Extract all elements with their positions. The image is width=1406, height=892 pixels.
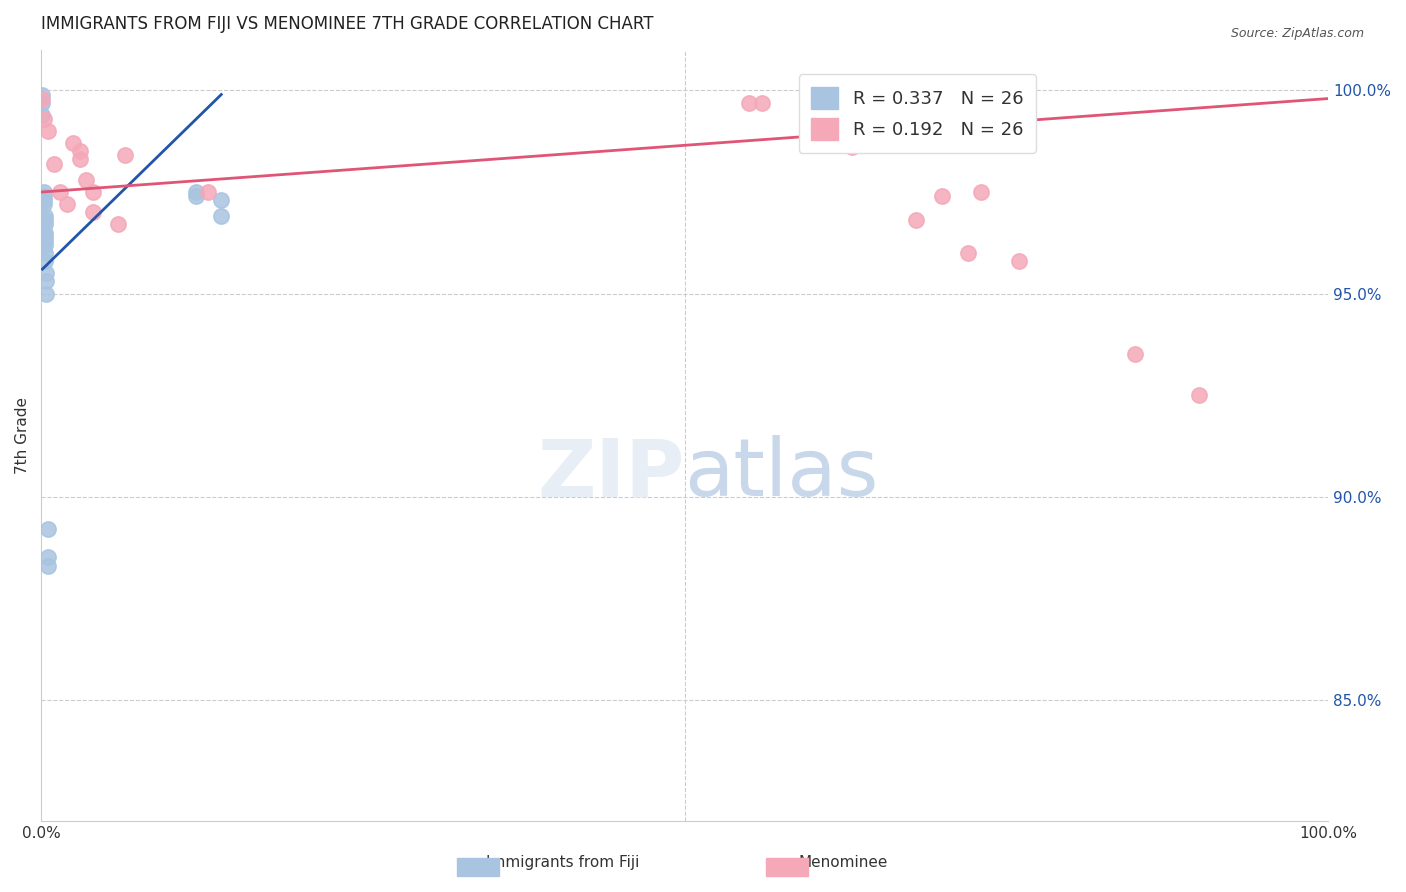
Point xyxy=(34,226,56,240)
Point xyxy=(751,95,773,110)
Point xyxy=(969,185,991,199)
Point xyxy=(828,128,851,142)
Point xyxy=(32,189,55,203)
Text: Source: ZipAtlas.com: Source: ZipAtlas.com xyxy=(1230,27,1364,40)
Point xyxy=(931,189,953,203)
Point xyxy=(1188,388,1211,402)
Point xyxy=(35,274,58,288)
Point xyxy=(35,286,58,301)
Point xyxy=(209,210,232,224)
Point xyxy=(197,185,219,199)
Point xyxy=(34,246,56,260)
Point xyxy=(82,185,104,199)
Point xyxy=(37,124,59,138)
Point xyxy=(184,189,207,203)
Point xyxy=(905,213,928,227)
Point xyxy=(69,153,91,167)
Point xyxy=(31,87,53,102)
Point xyxy=(56,197,79,211)
Point xyxy=(184,185,207,199)
Point xyxy=(82,205,104,219)
Point xyxy=(34,254,56,268)
Legend: R = 0.337   N = 26, R = 0.192   N = 26: R = 0.337 N = 26, R = 0.192 N = 26 xyxy=(799,74,1036,153)
Point xyxy=(75,173,97,187)
Point xyxy=(31,95,53,110)
Point xyxy=(62,136,84,151)
Point xyxy=(738,95,761,110)
Point xyxy=(34,218,56,232)
Point xyxy=(35,266,58,280)
Point xyxy=(37,522,59,536)
Point xyxy=(69,145,91,159)
Point xyxy=(956,246,979,260)
Point xyxy=(34,210,56,224)
Text: atlas: atlas xyxy=(685,435,879,513)
Point xyxy=(841,140,863,154)
Point xyxy=(37,550,59,565)
Point xyxy=(34,237,56,252)
Point xyxy=(31,108,53,122)
Point xyxy=(42,156,65,170)
Text: Menominee: Menominee xyxy=(799,855,889,870)
Point xyxy=(114,148,136,162)
Point xyxy=(34,229,56,244)
Point xyxy=(34,213,56,227)
Text: ZIP: ZIP xyxy=(537,435,685,513)
Point xyxy=(1123,347,1146,361)
Point xyxy=(32,197,55,211)
Text: Immigrants from Fiji: Immigrants from Fiji xyxy=(485,855,640,870)
Point xyxy=(49,185,72,199)
Text: IMMIGRANTS FROM FIJI VS MENOMINEE 7TH GRADE CORRELATION CHART: IMMIGRANTS FROM FIJI VS MENOMINEE 7TH GR… xyxy=(41,15,654,33)
Point xyxy=(32,193,55,207)
Point xyxy=(32,185,55,199)
Point xyxy=(37,558,59,573)
Point xyxy=(107,218,129,232)
Point xyxy=(1008,254,1031,268)
Y-axis label: 7th Grade: 7th Grade xyxy=(15,397,30,475)
Point xyxy=(32,112,55,126)
Point xyxy=(34,234,56,248)
Point xyxy=(31,92,53,106)
Point xyxy=(209,193,232,207)
